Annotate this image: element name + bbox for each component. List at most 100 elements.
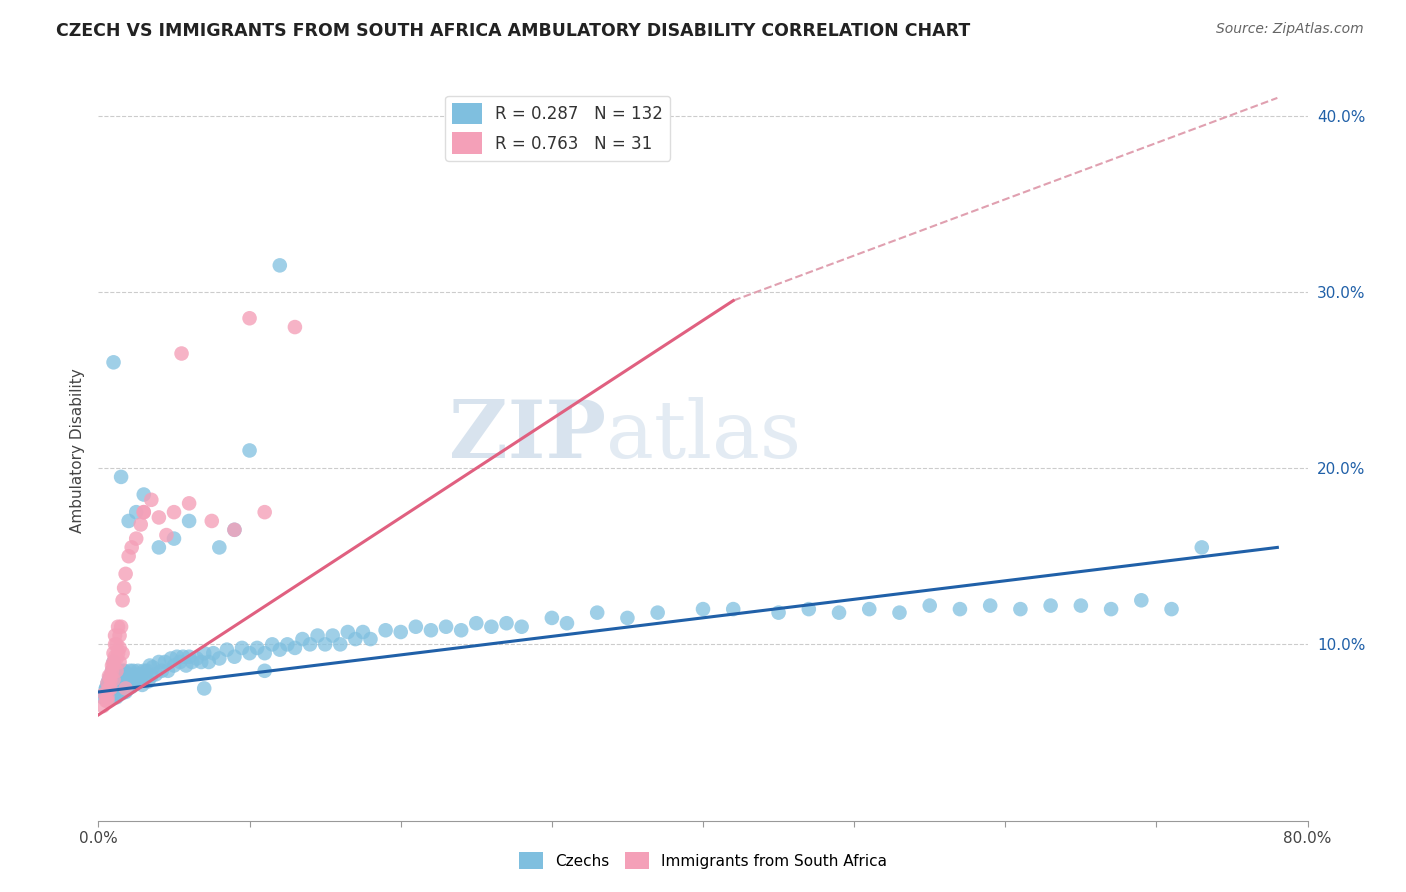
Point (107, 669, 129, 683)
Point (1160, 602, 1182, 616)
Point (465, 616, 488, 631)
Point (246, 640, 269, 655)
Point (108, 640, 131, 655)
Point (118, 514, 141, 528)
Point (389, 625, 412, 640)
Point (103, 667, 125, 681)
Point (797, 602, 820, 616)
Point (108, 628, 131, 642)
Point (224, 649, 246, 664)
Point (120, 664, 142, 678)
Point (115, 669, 138, 683)
Point (132, 505, 155, 519)
Point (179, 514, 201, 528)
Point (100, 690, 122, 705)
Point (153, 655, 176, 669)
Point (420, 624, 443, 638)
Point (889, 606, 911, 620)
Point (269, 259, 291, 273)
Point (124, 667, 146, 681)
Point (104, 676, 127, 690)
Point (101, 664, 124, 678)
Point (979, 599, 1001, 613)
Point (103, 355, 125, 369)
Point (269, 642, 291, 657)
Point (107, 681, 129, 696)
Point (329, 637, 352, 651)
Point (105, 664, 128, 678)
Point (118, 681, 141, 696)
Y-axis label: Ambulatory Disability: Ambulatory Disability (69, 368, 84, 533)
Point (98, 673, 121, 687)
Point (276, 637, 298, 651)
Point (93, 687, 115, 701)
Point (108, 678, 131, 692)
Point (107, 669, 129, 683)
Point (103, 690, 125, 705)
Point (100, 681, 122, 696)
Point (104, 628, 127, 642)
Point (132, 505, 155, 519)
Point (93, 687, 115, 701)
Point (148, 541, 170, 555)
Point (322, 628, 344, 642)
Point (1039, 599, 1062, 613)
Point (1070, 599, 1092, 613)
Point (111, 593, 134, 607)
Point (96, 676, 118, 690)
Point (118, 673, 141, 687)
Point (495, 616, 517, 631)
Point (105, 637, 128, 651)
Point (193, 646, 215, 660)
Point (135, 664, 157, 678)
Point (450, 624, 472, 638)
Point (918, 599, 941, 613)
Point (555, 616, 578, 631)
Point (128, 674, 150, 689)
Point (239, 443, 262, 458)
Point (163, 532, 186, 546)
Point (224, 523, 246, 537)
Point (481, 620, 503, 634)
Point (103, 687, 125, 701)
Point (166, 649, 188, 664)
Point (202, 646, 225, 660)
Point (163, 505, 186, 519)
Point (111, 664, 134, 678)
Point (134, 673, 156, 687)
Point (307, 628, 329, 642)
Point (148, 655, 170, 669)
Point (121, 541, 143, 555)
Point (1191, 541, 1213, 555)
Point (96, 694, 118, 708)
Point (100, 685, 122, 699)
Point (142, 660, 165, 674)
Point (94, 694, 117, 708)
Point (284, 640, 307, 655)
Point (253, 505, 276, 519)
Point (104, 673, 127, 687)
Point (96, 690, 118, 705)
Point (121, 669, 143, 683)
Point (858, 602, 880, 616)
Point (405, 620, 427, 634)
Point (118, 678, 141, 692)
Point (828, 606, 851, 620)
Point (215, 642, 238, 657)
Text: CZECH VS IMMIGRANTS FROM SOUTH AFRICA AMBULATORY DISABILITY CORRELATION CHART: CZECH VS IMMIGRANTS FROM SOUTH AFRICA AM… (56, 22, 970, 40)
Point (121, 674, 143, 689)
Point (125, 673, 148, 687)
Point (314, 637, 336, 651)
Point (108, 655, 131, 669)
Point (127, 664, 149, 678)
Point (150, 664, 173, 678)
Point (540, 611, 562, 625)
Point (114, 566, 136, 581)
Point (148, 510, 170, 524)
Point (101, 658, 124, 673)
Point (163, 658, 186, 673)
Point (174, 658, 197, 673)
Point (360, 632, 382, 646)
Point (160, 651, 183, 665)
Point (103, 676, 125, 690)
